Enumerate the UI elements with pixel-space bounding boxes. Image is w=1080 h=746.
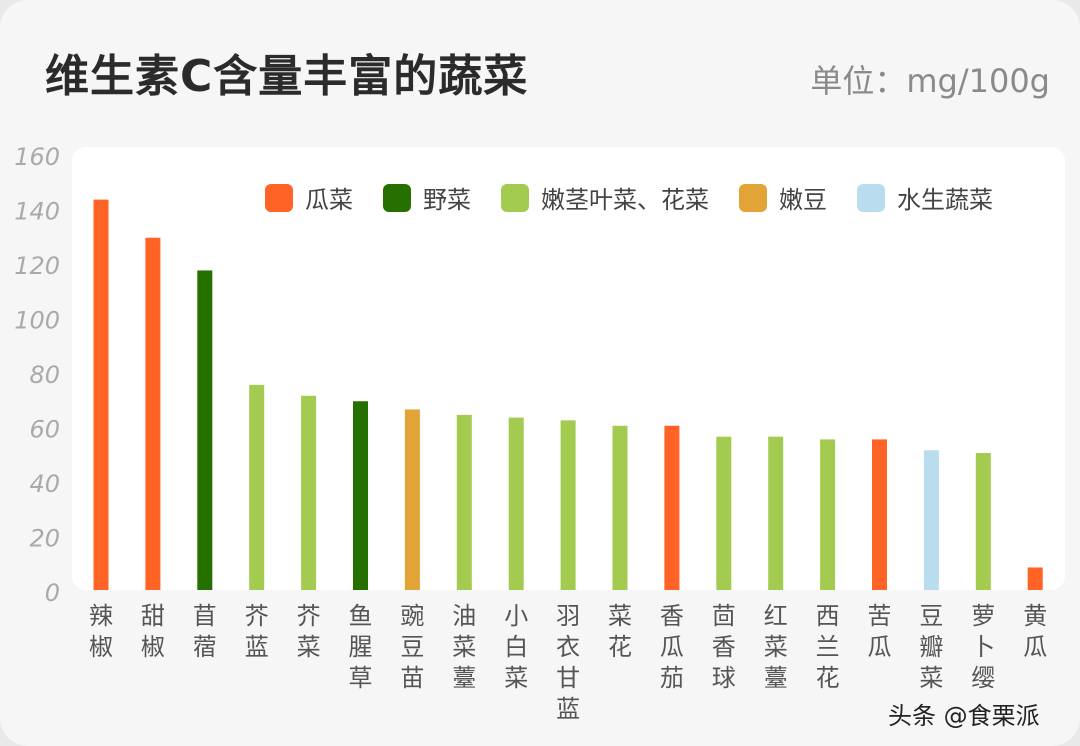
bar bbox=[872, 439, 887, 590]
x-tick-label: 瓣 bbox=[919, 633, 943, 661]
bar bbox=[923, 450, 939, 590]
x-tick-label: 菜 bbox=[297, 633, 321, 661]
x-tick-label: 香 bbox=[660, 602, 684, 630]
x-tick-label: 油 bbox=[452, 602, 476, 630]
legend-label: 嫩茎叶菜、花菜 bbox=[541, 186, 709, 214]
x-tick-label: 红 bbox=[764, 602, 788, 630]
x-tick-label: 芥 bbox=[297, 602, 321, 630]
bar bbox=[93, 199, 109, 590]
watermark: 头条 @食栗派 bbox=[888, 702, 1040, 730]
x-tick-label: 花 bbox=[816, 664, 840, 692]
x-tick-label: 白 bbox=[504, 633, 528, 661]
x-tick-label: 卜 bbox=[971, 633, 995, 661]
legend-item: 野菜 bbox=[383, 180, 471, 215]
x-tick-label: 豌 bbox=[400, 602, 424, 630]
x-tick-label: 缨 bbox=[971, 664, 995, 692]
x-tick-label: 薹 bbox=[452, 664, 476, 692]
y-tick-label: 80 bbox=[29, 361, 60, 389]
x-tick-label: 辣 bbox=[89, 602, 113, 630]
x-tick-label: 甘 bbox=[556, 664, 580, 692]
bar bbox=[1027, 567, 1043, 590]
bar bbox=[249, 384, 265, 590]
x-tick-label: 菜 bbox=[452, 633, 476, 661]
y-tick-label: 60 bbox=[29, 416, 60, 444]
bar bbox=[560, 420, 576, 590]
y-tick-label: 120 bbox=[14, 252, 60, 280]
bar bbox=[353, 401, 368, 590]
y-tick-label: 20 bbox=[29, 525, 60, 553]
legend-label: 水生蔬菜 bbox=[897, 186, 993, 214]
bar bbox=[612, 425, 628, 590]
x-tick-label: 小 bbox=[504, 602, 528, 630]
unit-label: 单位：mg/100g bbox=[810, 62, 1050, 100]
legend-label: 嫩豆 bbox=[779, 186, 827, 214]
x-tick-label: 球 bbox=[712, 664, 736, 692]
x-tick-label: 黄 bbox=[1023, 602, 1047, 630]
x-tick-label: 鱼 bbox=[349, 602, 373, 630]
x-tick-label: 豆 bbox=[919, 602, 943, 630]
x-tick-label: 椒 bbox=[89, 633, 113, 661]
x-tick-label: 苦 bbox=[868, 602, 892, 630]
legend-swatch bbox=[265, 183, 293, 212]
x-tick-label: 甜 bbox=[141, 602, 165, 630]
legend-swatch bbox=[739, 183, 767, 212]
x-tick-label: 瓜 bbox=[1023, 633, 1047, 661]
x-tick-label: 香 bbox=[712, 633, 736, 661]
x-tick-label: 椒 bbox=[141, 633, 165, 661]
x-tick-label: 蓿 bbox=[193, 633, 217, 661]
x-tick-label: 腥 bbox=[349, 633, 373, 661]
y-tick-label: 160 bbox=[14, 143, 60, 171]
x-tick-label: 豆 bbox=[400, 633, 424, 661]
bar bbox=[975, 453, 991, 590]
bar bbox=[145, 237, 161, 590]
x-tick-label: 苗 bbox=[400, 664, 424, 692]
legend-item: 嫩茎叶菜、花菜 bbox=[501, 180, 709, 215]
x-tick-label: 菜 bbox=[764, 633, 788, 661]
x-tick-label: 苜 bbox=[193, 602, 217, 630]
bar bbox=[768, 436, 784, 590]
bar bbox=[197, 270, 213, 590]
bar bbox=[456, 414, 472, 590]
x-tick-label: 瓜 bbox=[868, 633, 892, 661]
x-tick-label: 花 bbox=[608, 633, 632, 661]
x-tick-label: 芥 bbox=[245, 602, 269, 630]
bar bbox=[664, 425, 680, 590]
chart-title: 维生素C含量丰富的蔬菜 bbox=[45, 51, 529, 102]
legend-item: 水生蔬菜 bbox=[857, 180, 993, 215]
x-tick-label: 草 bbox=[349, 664, 373, 692]
legend: 瓜菜 野菜 嫩茎叶菜、花菜 嫩豆 水生蔬菜 bbox=[265, 180, 993, 215]
y-tick-label: 40 bbox=[29, 470, 60, 498]
legend-item: 嫩豆 bbox=[739, 180, 827, 215]
legend-label: 野菜 bbox=[423, 186, 471, 214]
x-tick-label: 兰 bbox=[816, 633, 840, 661]
x-tick-label: 蓝 bbox=[245, 633, 269, 661]
x-tick-label: 菜 bbox=[919, 664, 943, 692]
y-tick-label: 0 bbox=[45, 579, 60, 607]
x-tick-label: 瓜 bbox=[660, 633, 684, 661]
x-tick-label: 茴 bbox=[712, 602, 736, 630]
legend-swatch bbox=[857, 183, 885, 212]
x-tick-label: 菜 bbox=[608, 602, 632, 630]
y-tick-label: 100 bbox=[14, 307, 60, 335]
legend-item: 瓜菜 bbox=[265, 180, 353, 215]
legend-swatch bbox=[501, 183, 529, 212]
x-tick-label: 西 bbox=[816, 602, 840, 630]
x-tick-label: 茄 bbox=[660, 664, 684, 692]
legend-label: 瓜菜 bbox=[305, 186, 353, 214]
bar bbox=[716, 436, 732, 590]
bar bbox=[820, 439, 836, 590]
x-tick-label: 羽 bbox=[556, 602, 580, 630]
x-tick-label: 萝 bbox=[971, 602, 995, 630]
legend-swatch bbox=[383, 183, 411, 212]
y-tick-label: 140 bbox=[14, 198, 60, 226]
x-tick-label: 菜 bbox=[504, 664, 528, 692]
x-tick-label: 衣 bbox=[556, 633, 580, 661]
bar bbox=[508, 417, 524, 590]
bar bbox=[301, 395, 317, 590]
x-tick-label: 薹 bbox=[764, 664, 788, 692]
bar bbox=[404, 409, 420, 590]
x-tick-label: 蓝 bbox=[556, 695, 580, 723]
